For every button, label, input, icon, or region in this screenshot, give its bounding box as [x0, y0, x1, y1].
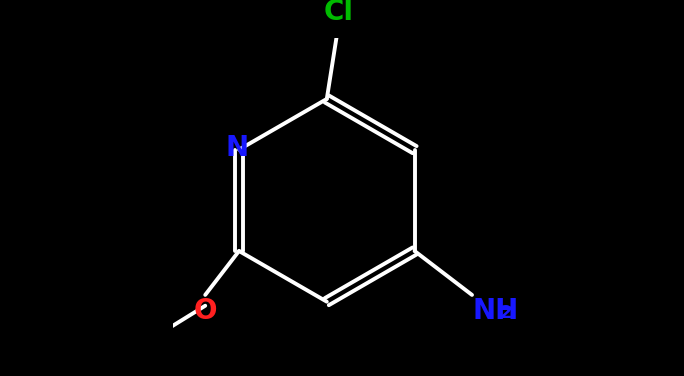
Text: N: N	[226, 134, 249, 162]
Text: O: O	[194, 297, 217, 324]
Text: Cl: Cl	[324, 0, 354, 26]
Text: 2: 2	[500, 305, 512, 322]
Text: NH: NH	[472, 297, 518, 324]
